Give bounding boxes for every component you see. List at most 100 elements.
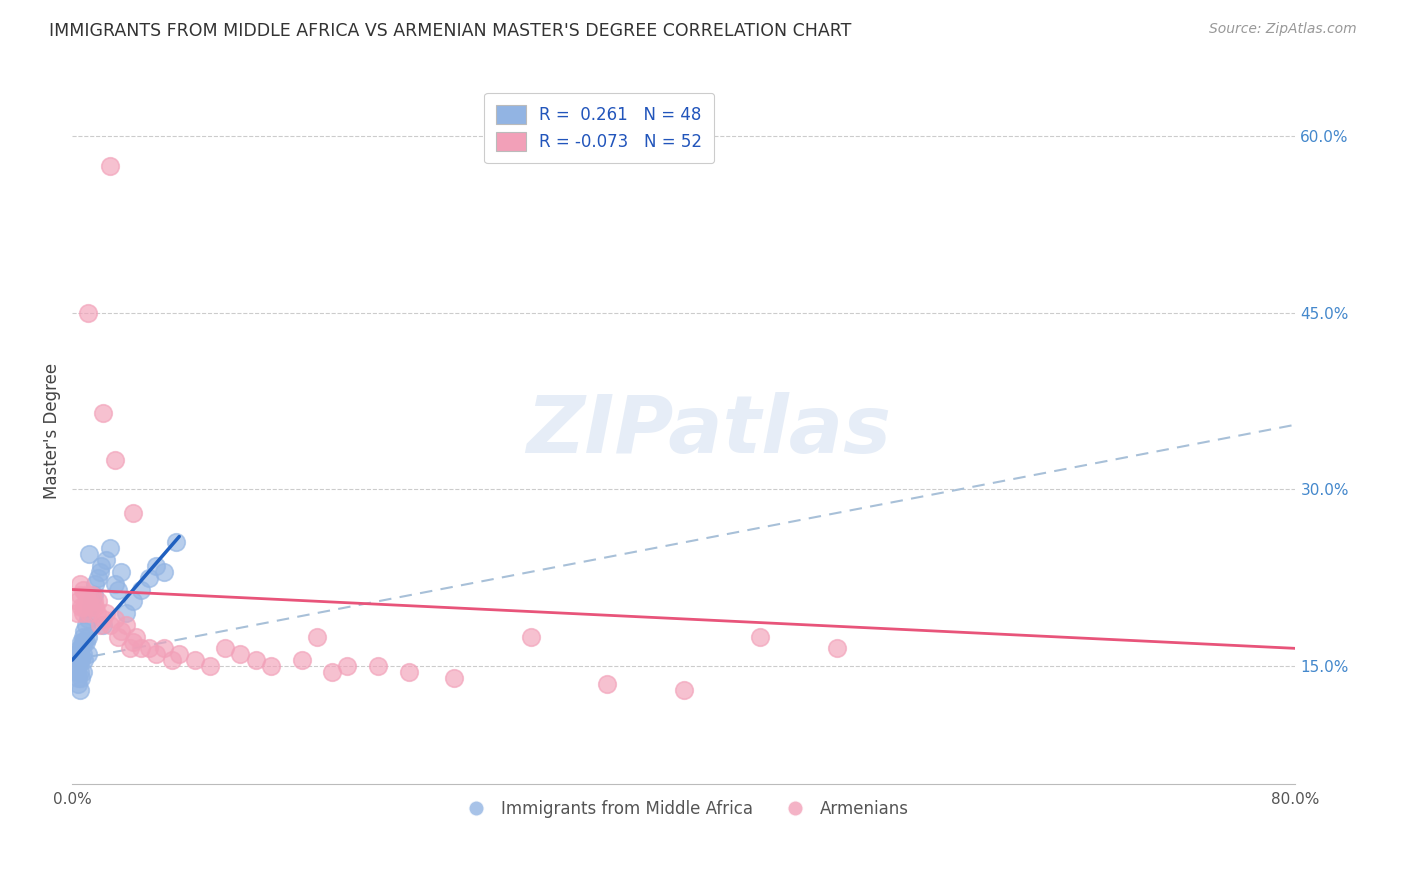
Point (75, 617, 97, 632)
Point (110, 624, 132, 638)
Legend: Immigrants from Middle Africa, Armenians: Immigrants from Middle Africa, Armenians (453, 794, 915, 825)
Point (76, 647, 98, 661)
Point (69, 588, 91, 602)
Point (94, 606, 117, 620)
Point (114, 617, 136, 632)
Point (76, 306, 98, 320)
Point (79, 600, 101, 615)
Point (122, 594, 145, 608)
Point (69, 665, 91, 679)
Point (73, 600, 96, 615)
Point (72, 665, 94, 679)
Point (749, 630, 772, 644)
Point (70, 653, 93, 667)
Point (67, 594, 90, 608)
Point (91, 406, 114, 420)
Point (69, 682, 91, 697)
Point (305, 630, 328, 644)
Point (125, 630, 148, 644)
Point (72, 630, 94, 644)
Point (122, 635, 145, 649)
Point (73, 624, 96, 638)
Point (67, 659, 90, 673)
Point (70, 671, 93, 685)
Point (69, 653, 91, 667)
Point (104, 612, 127, 626)
Point (145, 558, 167, 573)
Point (153, 641, 176, 656)
Point (94, 553, 117, 567)
Point (69, 647, 91, 661)
Point (79, 600, 101, 615)
Point (65, 653, 87, 667)
Point (167, 647, 190, 661)
Point (77, 606, 100, 620)
Point (321, 665, 343, 679)
Point (100, 617, 122, 632)
Point (89, 617, 111, 632)
Point (73, 635, 96, 649)
Point (87, 594, 110, 608)
Point (100, 159, 122, 173)
Point (138, 641, 160, 656)
Point (67, 671, 90, 685)
Point (825, 641, 848, 656)
Point (160, 653, 183, 667)
Point (84, 600, 107, 615)
Text: ZIPatlas: ZIPatlas (526, 392, 891, 469)
Point (107, 630, 129, 644)
Point (67, 676, 90, 690)
Point (91, 617, 114, 632)
Point (672, 682, 695, 697)
Point (72, 635, 94, 649)
Point (145, 647, 167, 661)
Y-axis label: Master's Degree: Master's Degree (44, 362, 60, 499)
Point (214, 641, 236, 656)
Point (129, 582, 152, 597)
Point (129, 641, 152, 656)
Point (165, 535, 187, 549)
Point (70, 600, 93, 615)
Point (69, 576, 91, 591)
Point (72, 582, 94, 597)
Point (183, 653, 205, 667)
Point (72, 606, 94, 620)
Point (75, 635, 97, 649)
Point (90, 558, 112, 573)
Point (367, 659, 389, 673)
Point (153, 565, 176, 579)
Point (66, 647, 89, 661)
Point (89, 565, 111, 579)
Point (100, 541, 122, 556)
Point (520, 630, 543, 644)
Point (76, 612, 98, 626)
Point (398, 665, 420, 679)
Point (84, 576, 107, 591)
Point (198, 659, 221, 673)
Text: IMMIGRANTS FROM MIDDLE AFRICA VS ARMENIAN MASTER'S DEGREE CORRELATION CHART: IMMIGRANTS FROM MIDDLE AFRICA VS ARMENIA… (49, 22, 852, 40)
Point (73, 653, 96, 667)
Point (77, 547, 100, 561)
Point (66, 665, 89, 679)
Point (110, 565, 132, 579)
Point (76, 630, 98, 644)
Point (290, 653, 312, 667)
Point (66, 606, 89, 620)
Point (596, 676, 619, 690)
Point (83, 588, 105, 602)
Point (443, 671, 465, 685)
Point (70, 635, 93, 649)
Point (336, 659, 359, 673)
Point (70, 641, 93, 656)
Text: Source: ZipAtlas.com: Source: ZipAtlas.com (1209, 22, 1357, 37)
Point (229, 647, 252, 661)
Point (91, 612, 114, 626)
Point (82, 588, 104, 602)
Point (86, 606, 108, 620)
Point (82, 594, 104, 608)
Point (107, 582, 129, 597)
Point (87, 571, 110, 585)
Point (75, 588, 97, 602)
Point (104, 453, 127, 467)
Point (138, 571, 160, 585)
